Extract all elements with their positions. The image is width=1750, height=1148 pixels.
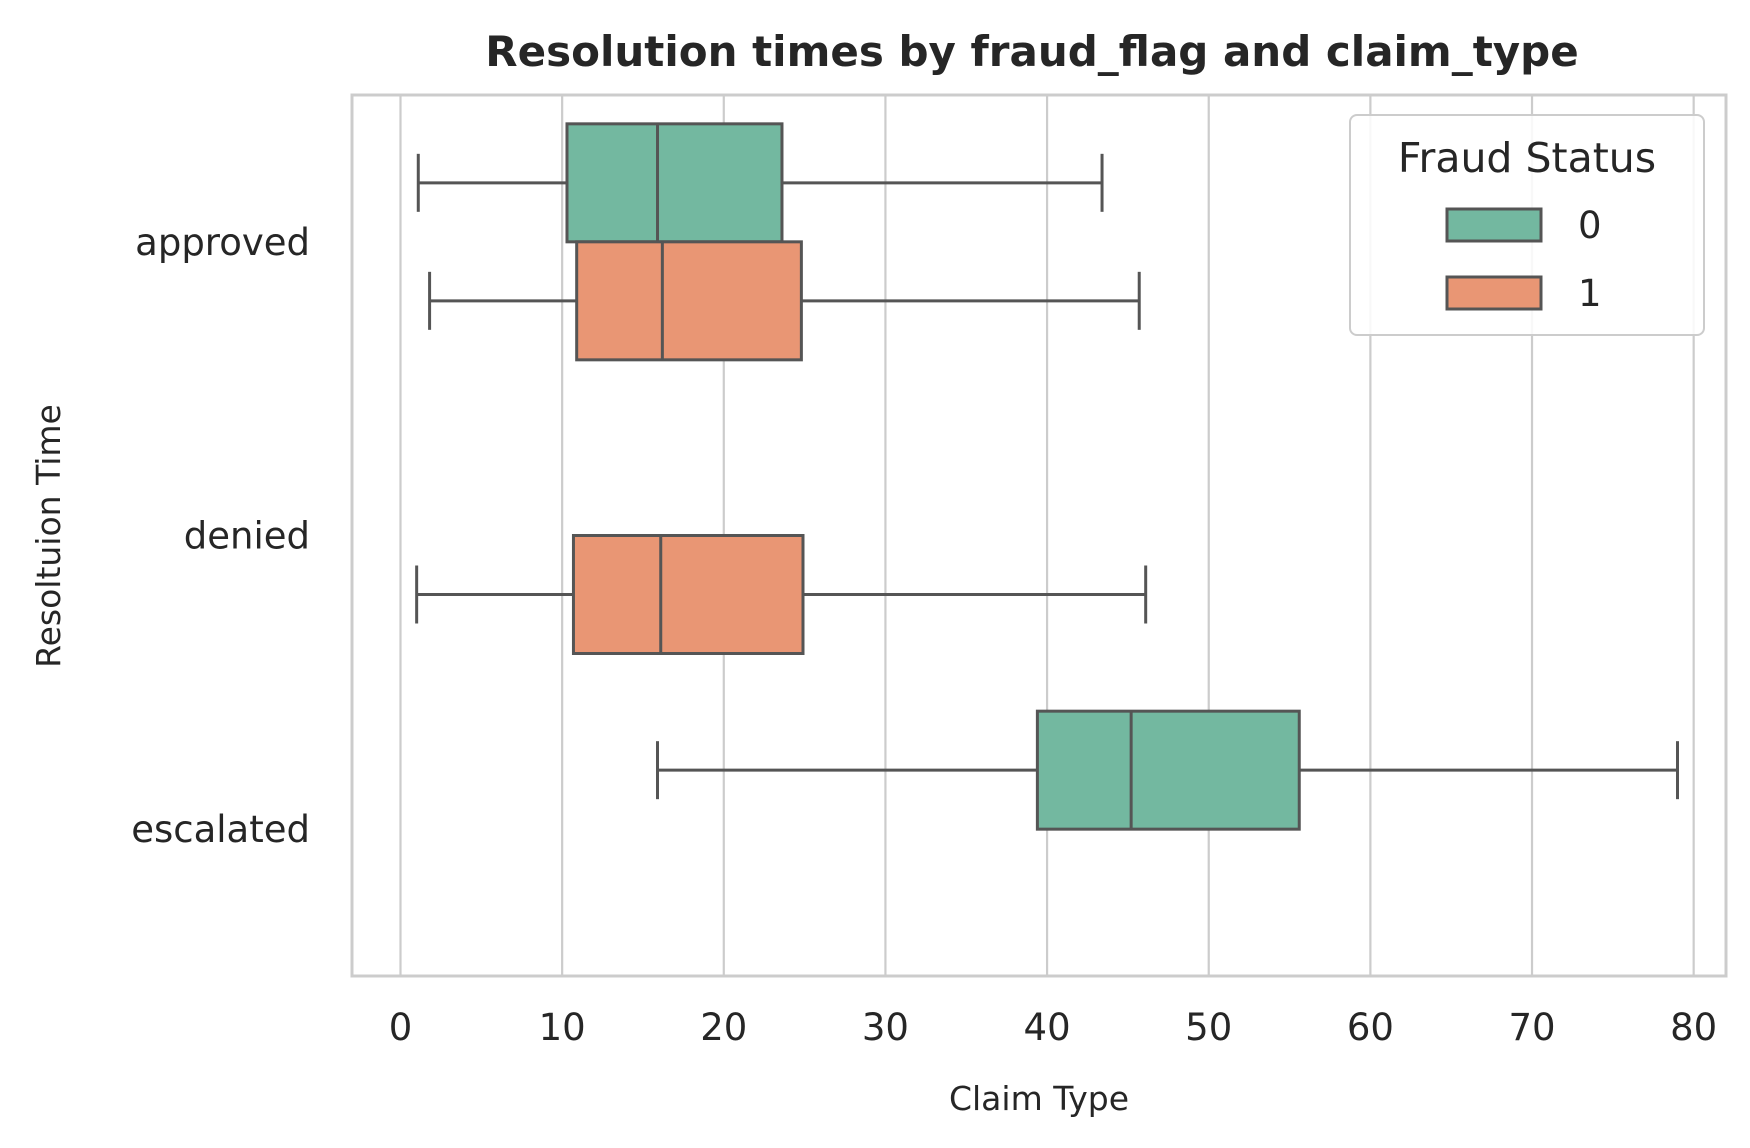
iqr-box	[1035, 709, 1301, 831]
iqr-box	[571, 534, 805, 655]
y-ticks: approved denied escalated	[131, 221, 310, 851]
box-denied-1	[415, 534, 1148, 655]
y-tick-label: denied	[184, 515, 310, 558]
x-ticks: 0 10 20 30 40 50 60 70 80	[389, 1006, 1717, 1049]
boxes	[415, 122, 1680, 831]
legend-label-0: 0	[1578, 204, 1602, 247]
x-tick-label: 60	[1347, 1006, 1394, 1049]
legend-title: Fraud Status	[1398, 134, 1656, 182]
iqr-box	[565, 122, 784, 244]
x-tick-label: 80	[1670, 1006, 1717, 1049]
legend-swatch-0	[1445, 207, 1543, 243]
x-tick-label: 50	[1185, 1006, 1232, 1049]
x-tick-label: 10	[539, 1006, 586, 1049]
plot-frame	[350, 93, 1728, 978]
x-tick-label: 70	[1508, 1006, 1555, 1049]
y-axis-label: Resoltuion Time	[29, 404, 68, 668]
y-tick-label: approved	[135, 221, 310, 264]
x-tick-label: 30	[862, 1006, 909, 1049]
box-approved-0	[416, 122, 1104, 244]
legend-label-1: 1	[1578, 272, 1602, 315]
legend: Fraud Status 0 1	[1349, 114, 1705, 336]
y-tick-label: escalated	[131, 808, 310, 851]
legend-swatch-1	[1445, 275, 1543, 311]
box-escalated-0	[656, 709, 1680, 831]
x-axis-label: Claim Type	[949, 1079, 1129, 1118]
x-tick-label: 0	[389, 1006, 413, 1049]
box-approved-1	[428, 240, 1141, 362]
iqr-box	[575, 240, 803, 362]
chart-title: Resolution times by fraud_flag and claim…	[485, 27, 1578, 76]
x-tick-label: 40	[1024, 1006, 1071, 1049]
x-tick-label: 20	[700, 1006, 747, 1049]
